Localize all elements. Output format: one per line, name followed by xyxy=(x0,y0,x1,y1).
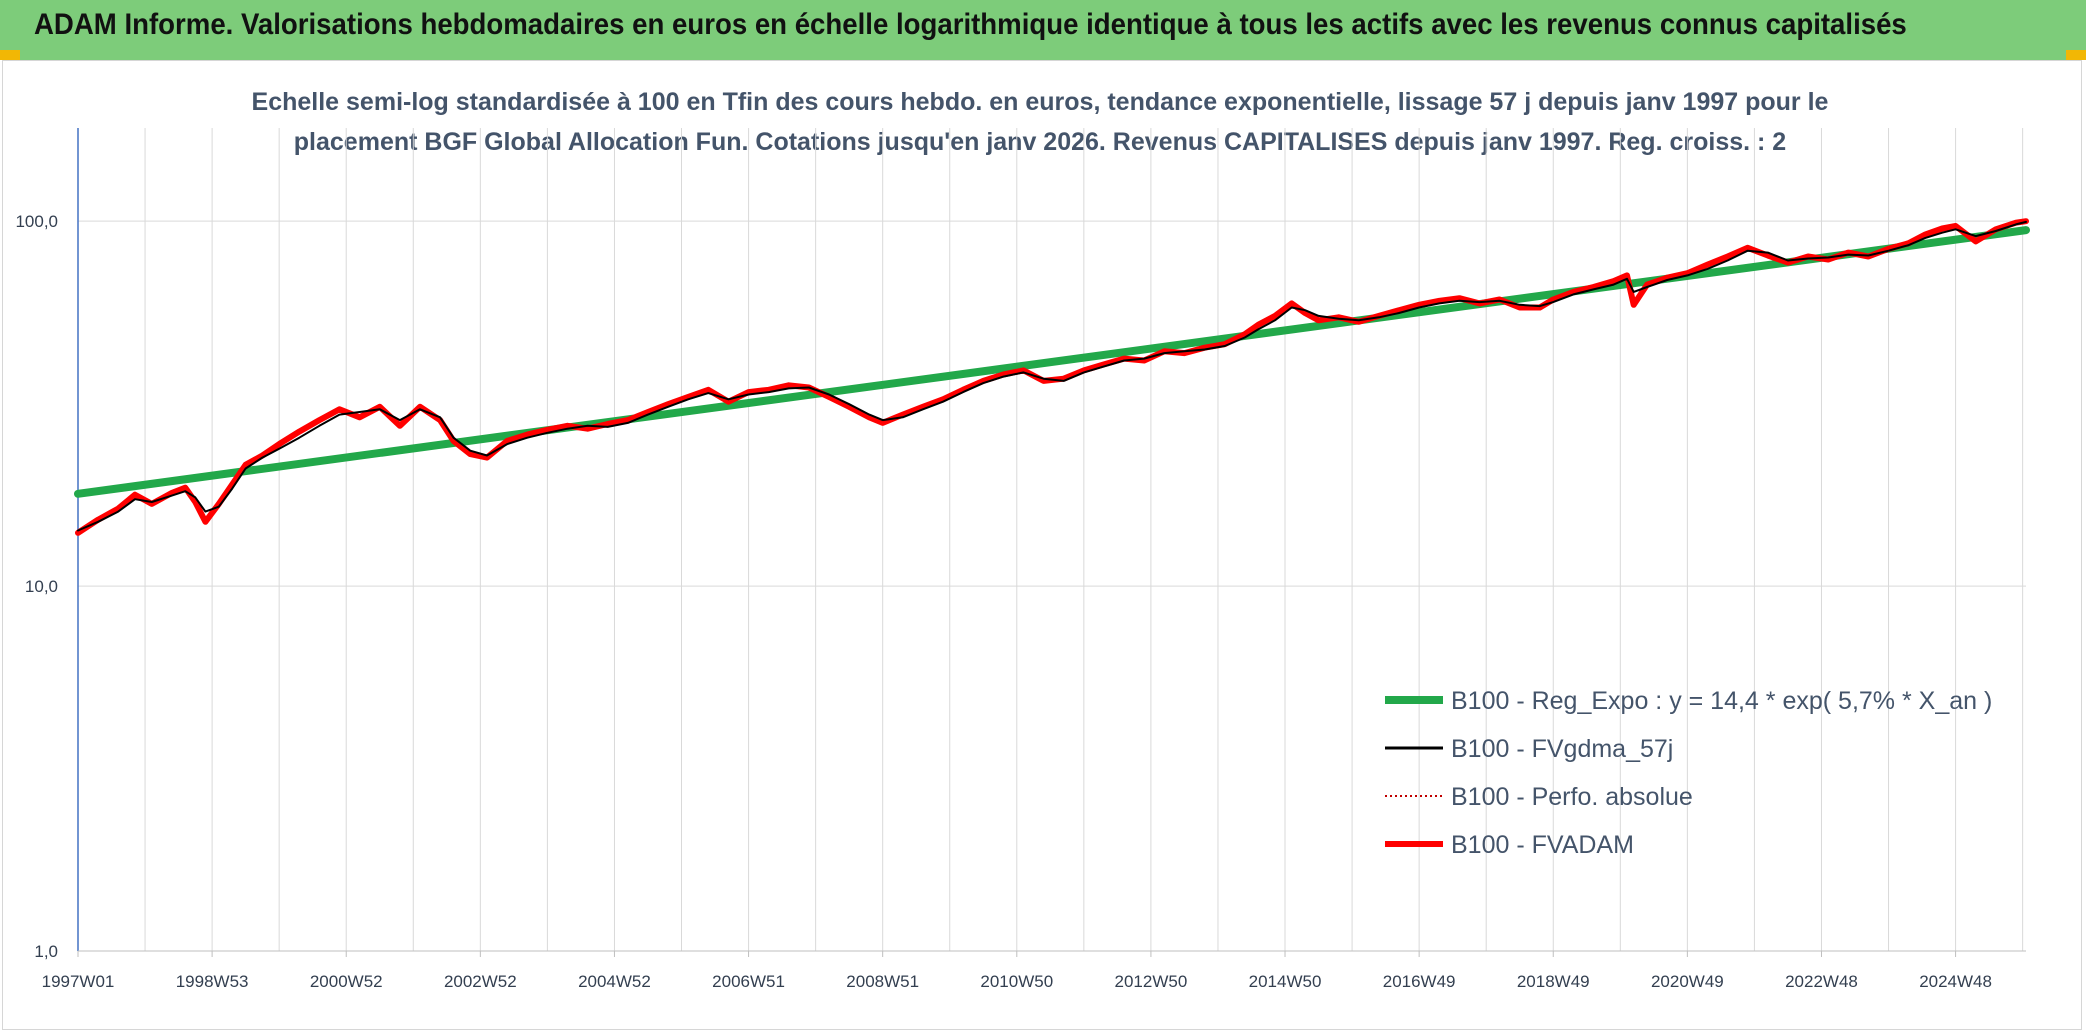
series-layer xyxy=(74,218,2030,536)
series-line-fvgdma xyxy=(77,220,2027,532)
legend-label-fvgdma: B100 - FVgdma_57j xyxy=(1451,735,1673,763)
y-tick-label: 10,0 xyxy=(25,577,58,596)
x-tick-label: 2006W51 xyxy=(712,972,785,991)
report-title: ADAM Informe. Valorisations hebdomadaire… xyxy=(34,8,1907,41)
x-tick-label: 2018W49 xyxy=(1517,972,1590,991)
y-tick-label: 1,0 xyxy=(34,942,58,961)
report-banner: ADAM Informe. Valorisations hebdomadaire… xyxy=(0,0,2086,60)
x-tick-label: 2020W49 xyxy=(1651,972,1724,991)
x-tick-label: 1998W53 xyxy=(176,972,249,991)
x-tick-label: 2010W50 xyxy=(980,972,1053,991)
x-tick-label: 2014W50 xyxy=(1249,972,1322,991)
chart-subtitle-line-2: placement BGF Global Allocation Fun. Cot… xyxy=(293,128,1787,156)
x-tick-label: 2012W50 xyxy=(1115,972,1188,991)
legend-label-reg: B100 - Reg_Expo : y = 14,4 * exp( 5,7% *… xyxy=(1451,687,1992,715)
corner-marker-left xyxy=(0,50,20,60)
x-tick-label: 2000W52 xyxy=(310,972,383,991)
series-line-reg xyxy=(74,226,2030,498)
corner-marker-right xyxy=(2066,50,2086,60)
legend: B100 - Reg_Expo : y = 14,4 * exp( 5,7% *… xyxy=(1385,687,1992,859)
x-tick-label: 2008W51 xyxy=(846,972,919,991)
x-tick-label: 2002W52 xyxy=(444,972,517,991)
x-tick-label: 2004W52 xyxy=(578,972,651,991)
x-tick-label: 1997W01 xyxy=(42,972,115,991)
legend-label-perfo: B100 - Perfo. absolue xyxy=(1451,783,1693,811)
legend-label-fvadam: B100 - FVADAM xyxy=(1451,831,1634,859)
axis-layer: 1,0 10,0 100,0 1997W01 1998W53 2000W52 2002W52… xyxy=(15,128,2026,991)
y-tick-label: 100,0 xyxy=(15,212,58,231)
x-tick-label: 2024W48 xyxy=(1919,972,1992,991)
chart-frame xyxy=(2,60,2082,1030)
chart-subtitle-line-1: Echelle semi-log standardisée à 100 en T… xyxy=(251,88,1829,116)
x-tick-label: 2016W49 xyxy=(1383,972,1456,991)
x-tick-label: 2022W48 xyxy=(1785,972,1858,991)
